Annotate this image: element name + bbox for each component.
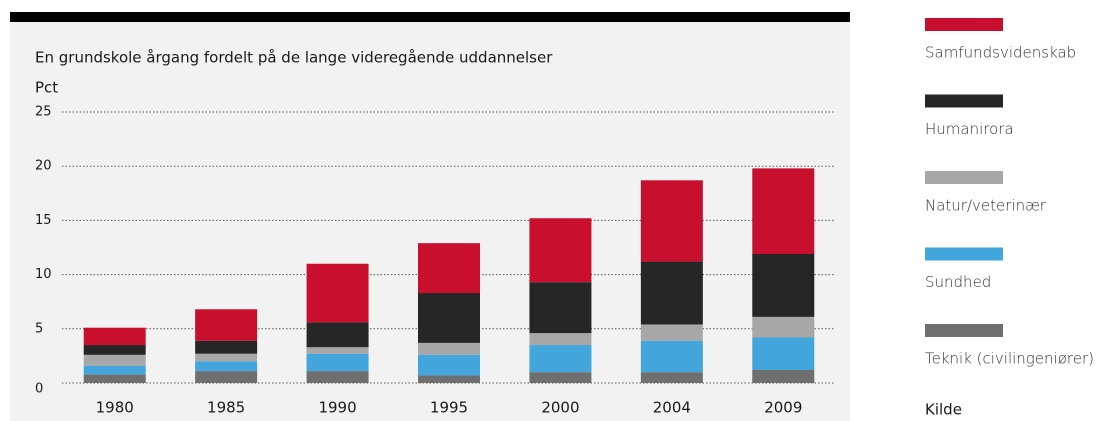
bar-segment [83,365,146,375]
legend-swatch [925,94,1003,108]
y-tick-label: 20 [35,159,52,174]
bar-segment [306,353,369,372]
bar-segment [83,374,146,383]
bar-segment [195,309,258,341]
bar-segment [529,345,592,373]
x-tick-label: 1980 [96,399,134,417]
y-tick-label: 5 [35,321,43,336]
bar-segment [418,293,480,343]
bar-segment [640,372,703,383]
legend-label: Teknik (civilingeniører) [925,350,1094,368]
bar-segment [83,354,146,366]
x-tick-label: 2000 [541,399,579,417]
bar-segment [418,342,480,355]
x-tick-label: 1990 [318,399,356,417]
x-tick-label: 1985 [207,399,245,417]
bar-segment [752,316,815,338]
bar-segment [529,218,592,283]
bar-segment [306,322,369,348]
x-tick-label: 2004 [653,399,691,417]
chart-title: En grundskole årgang fordelt på de lange… [35,49,553,67]
bar-segment [195,340,258,354]
x-tick-label: 1995 [430,399,468,417]
x-tick-label: 2009 [764,399,802,417]
legend-label: Samfundsvidenskab [925,44,1076,62]
bar-segment [195,353,258,362]
bar-segment [640,180,703,262]
bar-segment [752,168,815,255]
bar-segment [640,324,703,341]
bar-segment [195,361,258,372]
legend-swatch [925,324,1003,337]
legend-label: Natur/veterinær [925,197,1047,215]
bar-segment [306,371,369,383]
bar-segment [306,347,369,354]
bar-segment [83,327,146,346]
bar-segment [195,371,258,383]
legend-swatch [925,171,1003,184]
y-tick-label: 10 [35,267,52,282]
y-tick-label: 15 [35,213,52,228]
bar-segment [529,282,592,334]
y-tick-label: 0 [35,382,43,397]
bar-segment [752,254,815,317]
bar-segment [418,375,480,383]
legend-label: Humanirora [925,120,1014,138]
legend-swatch [925,247,1003,261]
bar-segment [529,333,592,346]
y-axis-label: Pct [35,79,58,97]
legend-label: Sundhed [925,273,991,291]
bar-segment [640,261,703,325]
bar-segment [418,243,480,294]
bar-segment [529,372,592,383]
bar-segment [752,337,815,370]
bar-segment [306,263,369,323]
bar-segment [640,340,703,373]
bar-segment [752,369,815,383]
legend-swatch [925,18,1003,31]
y-tick-label: 25 [35,105,52,120]
bar-segment [418,354,480,376]
top-bar [10,12,850,22]
bar-segment [83,345,146,355]
source: Kilde [925,401,962,419]
